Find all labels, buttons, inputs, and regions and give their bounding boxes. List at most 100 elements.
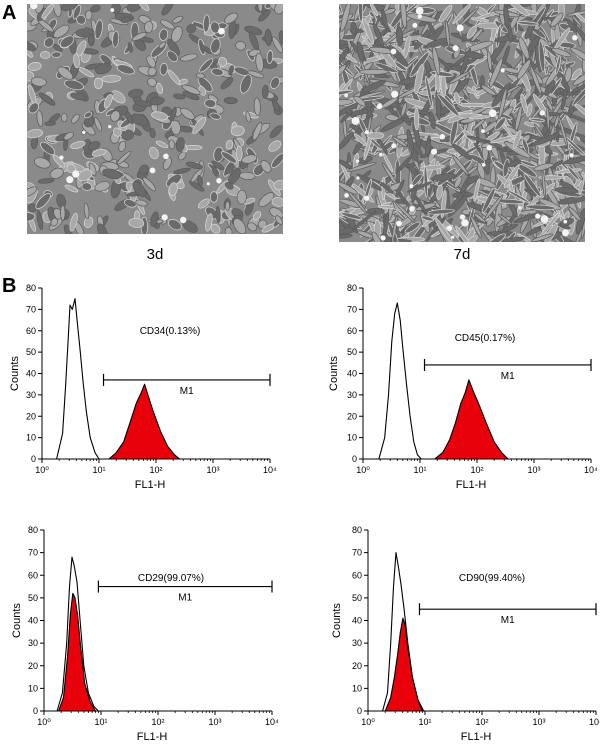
- cell-shape: [224, 226, 233, 234]
- y-tick-label: 50: [347, 347, 357, 357]
- gate-label: M1: [501, 371, 515, 382]
- cell-shape: [504, 141, 531, 159]
- cell-shape: [209, 112, 221, 120]
- cell-shape: [508, 4, 530, 17]
- cell-shape: [248, 31, 260, 51]
- cell-shape: [481, 84, 497, 96]
- bright-cell: [409, 184, 414, 189]
- cell-shape: [203, 14, 210, 33]
- cell-shape: [27, 186, 38, 197]
- cell-shape: [439, 4, 453, 23]
- cell-shape: [128, 218, 145, 228]
- cell-shape: [571, 68, 583, 80]
- x-tick-label: 10⁰: [361, 717, 375, 727]
- bright-cell: [344, 193, 349, 198]
- bright-cell: [376, 103, 383, 110]
- cell-shape: [223, 97, 238, 105]
- bright-cell: [59, 155, 64, 160]
- cell-shape: [381, 9, 388, 30]
- cell-shape: [339, 132, 354, 150]
- x-tick-label: 10¹: [418, 717, 431, 727]
- cell-shape: [130, 113, 149, 127]
- cell-shape: [495, 198, 524, 205]
- y-axis-label: Counts: [9, 356, 21, 391]
- x-tick-label: 10²: [149, 465, 162, 475]
- cell-shape: [261, 84, 269, 99]
- cell-shape: [272, 36, 283, 54]
- y-tick-label: 70: [28, 548, 38, 558]
- cell-shape: [407, 181, 432, 193]
- stained-histogram-curve: [58, 592, 97, 712]
- cell-shape: [572, 72, 585, 86]
- cell-shape: [210, 21, 220, 34]
- cell-shape: [111, 90, 126, 104]
- cell-shape: [134, 100, 153, 107]
- cell-shape: [211, 160, 225, 171]
- y-tick-label: 0: [31, 454, 36, 464]
- gate-label: M1: [178, 593, 192, 604]
- cell-shape: [575, 12, 585, 23]
- x-tick-label: 10⁰: [35, 465, 49, 475]
- cell-shape: [40, 141, 56, 156]
- y-axis-label: Counts: [328, 356, 340, 391]
- micrograph-3d: [27, 4, 283, 234]
- cell-shape: [380, 181, 394, 194]
- cell-shape: [159, 19, 175, 30]
- cell-shape: [520, 93, 528, 114]
- cell-shape: [70, 140, 86, 149]
- cell-shape: [121, 129, 135, 141]
- cell-shape: [87, 141, 101, 151]
- y-tick-label: 0: [357, 706, 362, 716]
- cell-shape: [400, 4, 407, 29]
- gate-label: M1: [501, 615, 515, 626]
- bright-cell: [412, 22, 418, 28]
- cell-shape: [60, 204, 66, 221]
- x-axis-label: FL1-H: [456, 479, 487, 491]
- cell-shape: [197, 175, 203, 187]
- cell-shape: [94, 181, 111, 192]
- x-tick-label: 10¹: [94, 717, 107, 727]
- cell-shape: [186, 24, 197, 34]
- y-tick-label: 30: [26, 390, 36, 400]
- cell-shape: [253, 97, 261, 116]
- cell-shape: [224, 201, 231, 211]
- cell-shape: [567, 166, 580, 181]
- cell-shape: [367, 132, 385, 140]
- cell-shape: [550, 12, 564, 28]
- cell-shape: [406, 13, 437, 23]
- cell-shape: [39, 51, 51, 59]
- cell-shape: [359, 68, 389, 75]
- cell-shape: [414, 194, 428, 215]
- cell-shape: [93, 77, 103, 90]
- cell-shape: [464, 40, 494, 53]
- bright-cell: [364, 195, 370, 201]
- cell-shape: [228, 65, 234, 76]
- cell-shape: [220, 77, 234, 90]
- micrograph-7d: [339, 4, 585, 242]
- cell-shape: [83, 202, 90, 220]
- y-tick-label: 70: [352, 548, 362, 558]
- cell-shape: [558, 116, 568, 147]
- cell-shape: [532, 93, 551, 121]
- cell-shape: [73, 53, 80, 69]
- cell-shape: [155, 140, 169, 149]
- cell-shape: [59, 35, 75, 48]
- cell-shape: [573, 24, 585, 50]
- cell-shape: [465, 165, 479, 176]
- cell-shape: [167, 69, 181, 86]
- cell-shape: [503, 164, 520, 189]
- cell-shape: [77, 169, 93, 182]
- cell-shape: [43, 37, 55, 48]
- bright-cell: [82, 130, 86, 135]
- cell-shape: [199, 58, 214, 73]
- cell-shape: [396, 26, 404, 47]
- cell-shape: [236, 145, 243, 162]
- x-tick-label: 10²: [470, 465, 483, 475]
- cell-shape: [473, 212, 486, 223]
- y-tick-label: 60: [347, 326, 357, 336]
- bright-cell: [500, 68, 505, 73]
- y-tick-label: 80: [28, 525, 38, 535]
- bright-cell: [456, 24, 464, 32]
- cell-shape: [50, 217, 59, 227]
- x-tick-label: 10²: [151, 717, 164, 727]
